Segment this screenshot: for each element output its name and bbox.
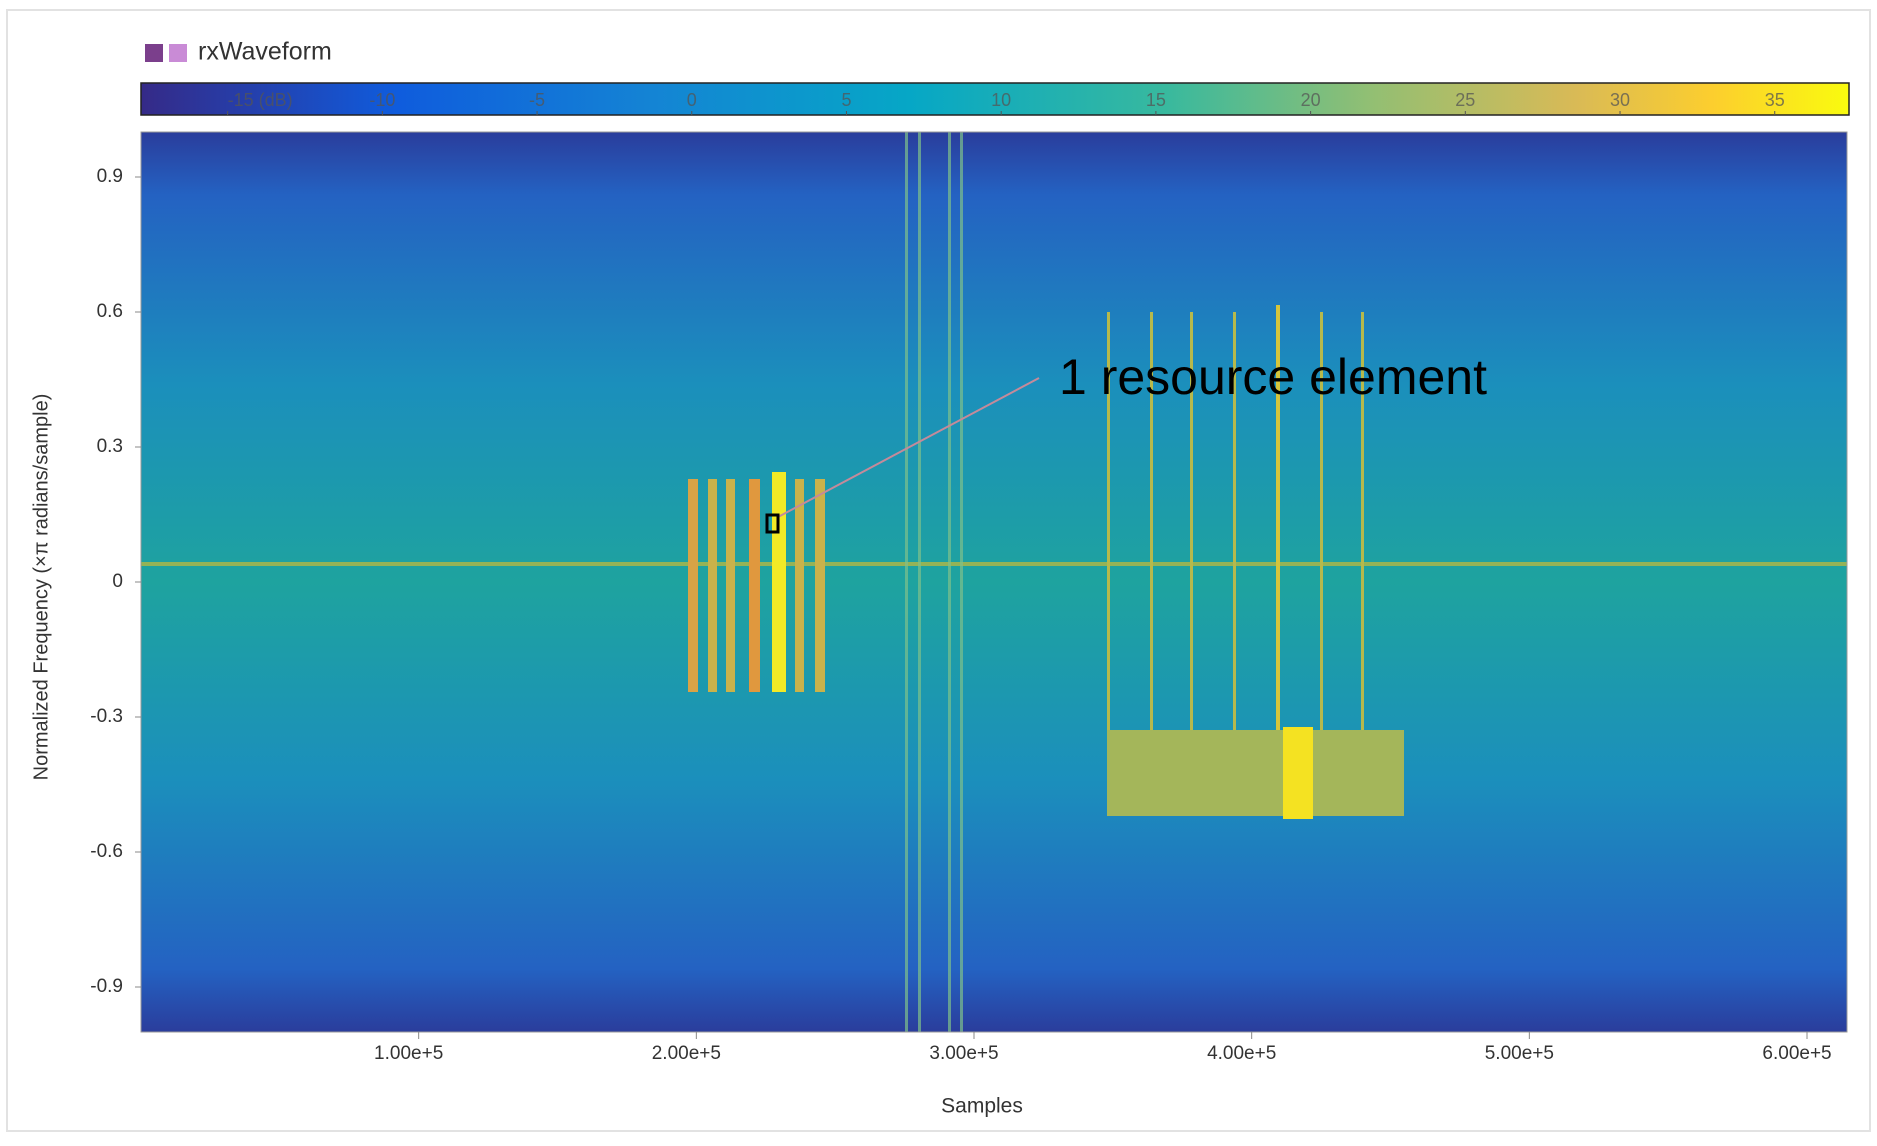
- x-tick-label: 4.00e+5: [1207, 1043, 1276, 1064]
- x-tick-label: 5.00e+5: [1485, 1043, 1554, 1064]
- colorbar-tick-label: 10: [991, 90, 1011, 110]
- x-tick-label: 1.00e+5: [374, 1043, 443, 1064]
- annotation-arrow: [777, 377, 1040, 518]
- signal-line: [905, 132, 908, 1032]
- x-tick-label: 6.00e+5: [1762, 1043, 1831, 1064]
- colorbar: [140, 82, 1850, 116]
- legend-swatch: [145, 44, 163, 62]
- y-tick-label: 0.6: [97, 301, 123, 322]
- colorbar-tick-label: -10: [369, 90, 395, 110]
- annotation-box: [765, 513, 780, 534]
- y-tick-label: -0.9: [90, 976, 123, 997]
- signal-line: [948, 132, 951, 1032]
- y-axis-label: Normalized Frequency (×π radians/sample): [30, 394, 52, 781]
- y-tick-label: 0: [112, 571, 123, 592]
- x-axis-label: Samples: [941, 1095, 1023, 1118]
- signal-line: [960, 132, 963, 1032]
- colorbar-tick-label: 15: [1146, 90, 1166, 110]
- colorbar-tick-label: -15 (dB): [228, 90, 293, 110]
- burst: [688, 472, 825, 692]
- colorbar-tick-label: 5: [841, 90, 851, 110]
- dc-line: [141, 562, 1847, 566]
- colorbar-tick-label: 25: [1455, 90, 1475, 110]
- x-tick-label: 2.00e+5: [652, 1043, 721, 1064]
- pilot-lines: [1107, 305, 1364, 732]
- y-tick-label: 0.9: [97, 166, 123, 187]
- colorbar-tick-label: -5: [529, 90, 545, 110]
- signal-line: [918, 132, 921, 1032]
- legend-swatch: [169, 44, 187, 62]
- spectrogram-background: [141, 132, 1847, 1032]
- y-tick-label: -0.3: [90, 706, 123, 727]
- block: [1107, 727, 1404, 819]
- colorbar-tick-label: 35: [1765, 90, 1785, 110]
- spectrogram: [141, 132, 1847, 1032]
- annotation: 1 resource element: [1059, 349, 1487, 405]
- y-tick-label: 0.3: [97, 436, 123, 457]
- x-tick-label: 3.00e+5: [929, 1043, 998, 1064]
- legend-label[interactable]: rxWaveform: [198, 38, 332, 66]
- colorbar-tick-label: 30: [1610, 90, 1630, 110]
- colorbar-tick-label: 20: [1301, 90, 1321, 110]
- colorbar-tick-label: 0: [687, 90, 697, 110]
- y-tick-label: -0.6: [90, 841, 123, 862]
